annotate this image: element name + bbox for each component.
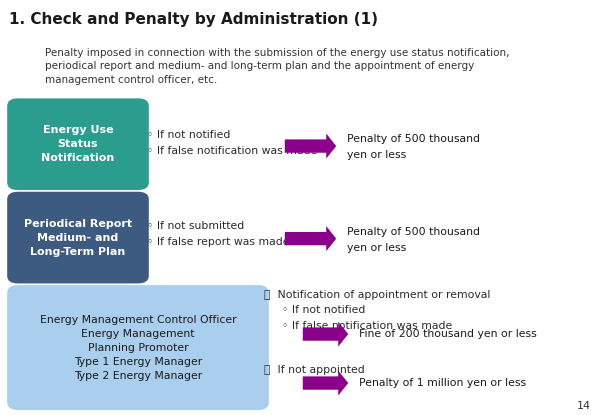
Text: Penalty of 500 thousand: Penalty of 500 thousand — [347, 134, 480, 144]
Text: ◦ If false notification was made: ◦ If false notification was made — [147, 146, 317, 156]
Text: ◦ If not submitted: ◦ If not submitted — [147, 221, 244, 231]
Text: Penalty of 1 million yen or less: Penalty of 1 million yen or less — [359, 378, 526, 388]
Text: Energy Use
Status
Notification: Energy Use Status Notification — [41, 125, 115, 163]
Text: Penalty imposed in connection with the submission of the energy use status notif: Penalty imposed in connection with the s… — [45, 48, 509, 85]
Text: Ⓢ  If not appointed: Ⓢ If not appointed — [264, 365, 365, 375]
Text: ◦ If not notified: ◦ If not notified — [282, 305, 365, 315]
Text: Ⓢ  Notification of appointment or removal: Ⓢ Notification of appointment or removal — [264, 290, 490, 300]
Text: ◦ If false report was made: ◦ If false report was made — [147, 237, 290, 247]
Text: yen or less: yen or less — [347, 243, 406, 253]
Text: Penalty of 500 thousand: Penalty of 500 thousand — [347, 227, 480, 237]
Text: 1. Check and Penalty by Administration (1): 1. Check and Penalty by Administration (… — [9, 12, 378, 27]
Text: Energy Management Control Officer
Energy Management
Planning Promoter
Type 1 Ene: Energy Management Control Officer Energy… — [40, 315, 236, 381]
FancyBboxPatch shape — [7, 98, 149, 190]
Text: Periodical Report
Medium- and
Long-Term Plan: Periodical Report Medium- and Long-Term … — [24, 219, 132, 256]
Text: Fine of 200 thousand yen or less: Fine of 200 thousand yen or less — [359, 329, 536, 339]
Text: yen or less: yen or less — [347, 150, 406, 160]
Text: ◦ If not notified: ◦ If not notified — [147, 130, 230, 140]
Text: 14: 14 — [577, 401, 591, 411]
FancyBboxPatch shape — [7, 285, 269, 410]
Text: ◦ If false notification was made: ◦ If false notification was made — [282, 321, 452, 331]
FancyBboxPatch shape — [7, 192, 149, 283]
